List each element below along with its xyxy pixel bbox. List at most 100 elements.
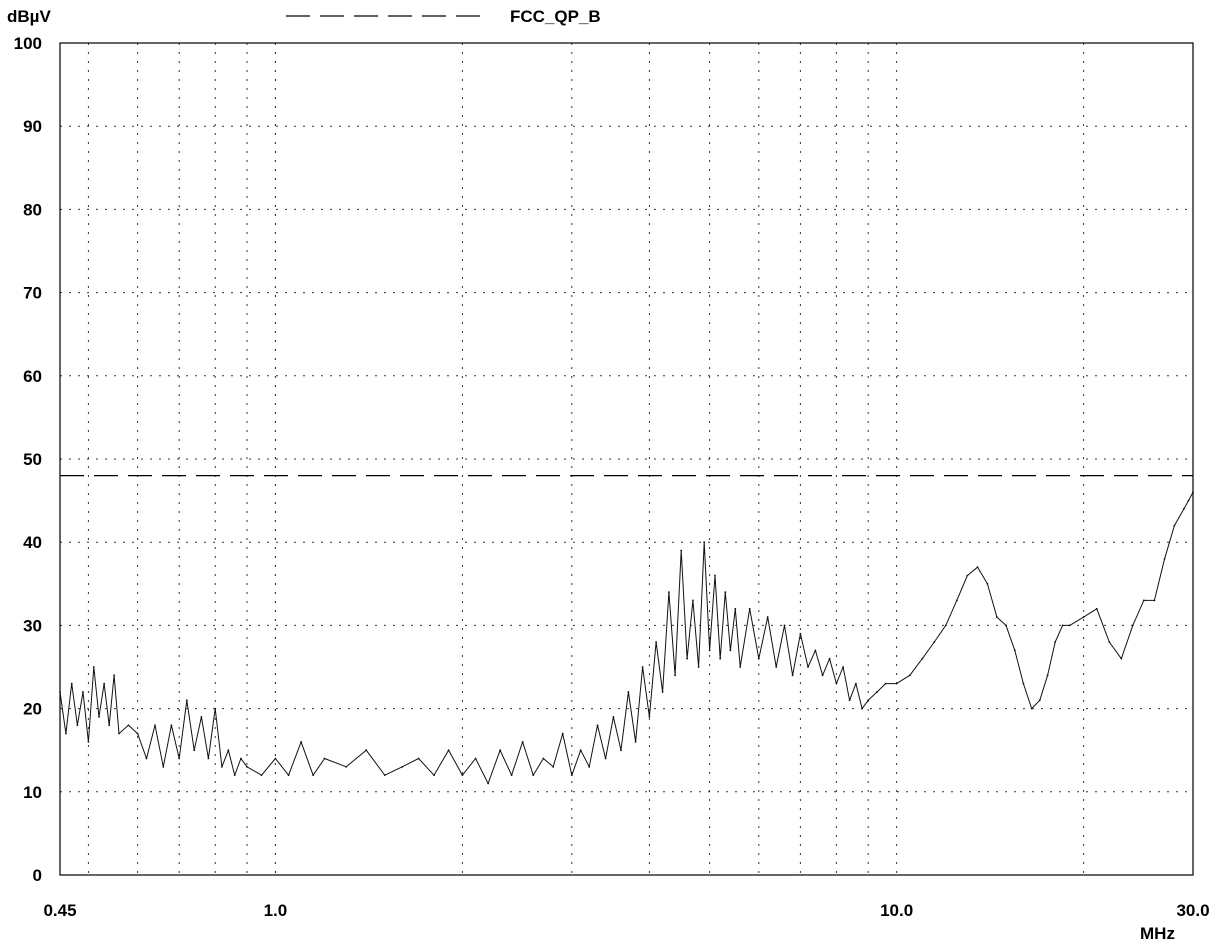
- series-point: [1022, 682, 1025, 685]
- series-point: [1095, 607, 1098, 610]
- series-point: [588, 765, 591, 768]
- series-point: [113, 674, 116, 677]
- series-point: [799, 632, 802, 635]
- series-point: [87, 740, 90, 743]
- y-tick-label: 20: [23, 700, 42, 719]
- series-point: [1192, 491, 1194, 494]
- y-tick-labels: 0 10 20 30 40 50 60 70 80 90 100: [14, 34, 42, 885]
- series-point: [185, 699, 188, 702]
- x-tick-label: 1.0: [264, 901, 288, 920]
- series-point: [908, 674, 911, 677]
- series-point: [655, 641, 657, 643]
- series-point: [1108, 641, 1111, 643]
- grid-lines: [60, 43, 1193, 875]
- series-point: [1013, 649, 1016, 652]
- series-point: [867, 699, 870, 702]
- series-point: [240, 757, 242, 760]
- series-point: [246, 765, 248, 768]
- series-point: [433, 774, 435, 777]
- series-point: [848, 699, 851, 702]
- series-point: [59, 691, 61, 693]
- series-point: [620, 749, 622, 752]
- series-point: [719, 657, 722, 660]
- y-tick-label: 50: [23, 450, 42, 469]
- series-point: [714, 574, 716, 577]
- series-point: [365, 749, 368, 752]
- series-point: [170, 724, 173, 727]
- series-point: [300, 740, 303, 743]
- series-point: [734, 607, 737, 610]
- series-point: [65, 732, 67, 735]
- series-point: [207, 757, 210, 760]
- plot-frame: [59, 42, 1194, 876]
- series-point: [532, 774, 535, 777]
- series-point: [1005, 624, 1007, 627]
- series-point: [401, 765, 404, 768]
- series-point: [933, 641, 936, 643]
- series-point: [766, 616, 769, 618]
- series-point: [312, 774, 315, 777]
- x-tick-label: 0.45: [43, 901, 76, 920]
- series-point: [474, 757, 477, 760]
- series-point: [855, 682, 857, 685]
- series-point: [542, 757, 545, 760]
- series-point: [1182, 508, 1185, 510]
- series-point: [1131, 624, 1134, 627]
- series-point: [895, 682, 898, 685]
- series-point: [499, 749, 502, 752]
- y-tick-label: 40: [23, 533, 42, 552]
- series-point: [775, 666, 778, 668]
- series-point: [634, 740, 637, 743]
- series-point: [233, 774, 236, 777]
- series-point: [570, 774, 573, 777]
- series-point: [791, 674, 794, 677]
- series-point: [697, 666, 700, 668]
- series-point: [703, 541, 706, 544]
- series-point: [835, 682, 838, 685]
- series-point: [668, 591, 670, 594]
- series-point: [200, 716, 203, 718]
- series-point: [842, 666, 844, 668]
- y-tick-label: 0: [33, 866, 42, 885]
- series-point: [757, 657, 760, 660]
- series-point: [783, 624, 786, 627]
- x-tick-label: 30.0: [1176, 901, 1209, 920]
- x-axis-label: MHz: [1140, 924, 1175, 943]
- series-point: [1068, 624, 1071, 627]
- series-point: [103, 682, 106, 685]
- y-tick-label: 80: [23, 200, 42, 219]
- legend-label-fcc-qp-b: FCC_QP_B: [510, 7, 601, 26]
- series-point: [461, 774, 464, 777]
- series-point: [1061, 624, 1064, 627]
- series-point: [227, 749, 230, 752]
- series-point: [1082, 616, 1085, 618]
- series-point: [995, 616, 998, 618]
- y-tick-label: 10: [23, 783, 42, 802]
- series-point: [447, 749, 450, 752]
- series-point: [521, 740, 524, 743]
- series-point: [162, 765, 165, 768]
- series-point: [966, 574, 969, 577]
- series-point: [220, 765, 223, 768]
- series-point: [127, 724, 130, 727]
- series-point: [641, 666, 644, 668]
- series-point: [729, 649, 732, 652]
- series-point: [287, 774, 290, 777]
- series-point: [680, 549, 683, 552]
- x-tick-label: 10.0: [880, 901, 913, 920]
- series-point: [487, 782, 490, 785]
- series-point: [552, 765, 555, 768]
- series-point: [724, 591, 727, 594]
- series-point: [686, 657, 689, 660]
- series-point: [944, 624, 947, 627]
- series-point: [807, 666, 809, 668]
- series-point: [92, 666, 95, 668]
- series-point: [921, 657, 924, 660]
- series-point: [1038, 699, 1041, 702]
- series-point: [876, 691, 878, 693]
- y-tick-label: 90: [23, 117, 42, 136]
- series-point: [1153, 599, 1156, 602]
- series-point: [612, 716, 615, 718]
